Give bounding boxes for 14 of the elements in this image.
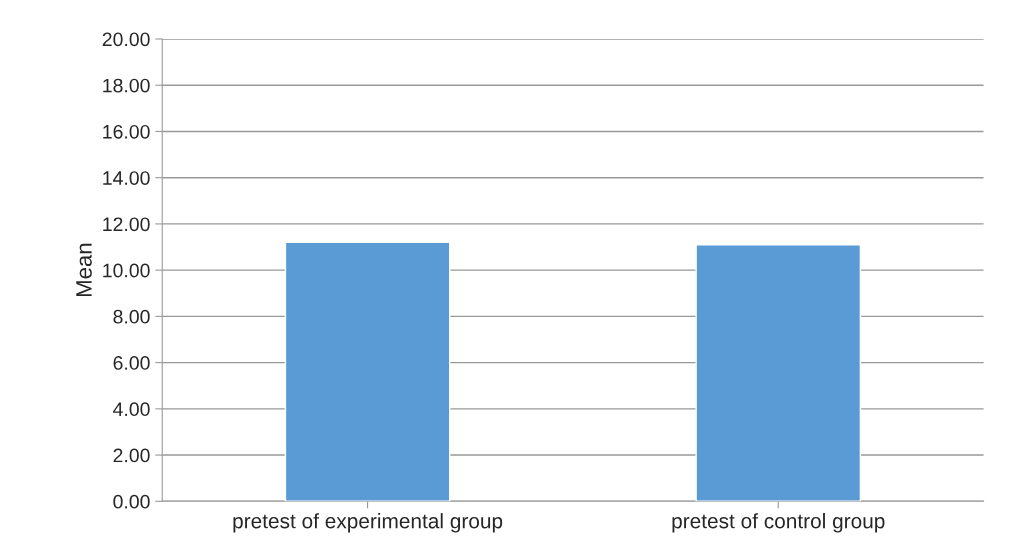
y-tick-label: 6.00 (113, 356, 150, 370)
y-tick-label: 12.00 (103, 217, 150, 232)
y-tick-label: 0.00 (113, 494, 150, 509)
y-tick-label: 16.00 (103, 124, 150, 139)
y-axis-title: Mean (76, 243, 92, 297)
y-tick-label: 14.00 (103, 171, 150, 185)
y-tick-label: 10.00 (103, 263, 150, 278)
x-tick-label: pretest of experimental group (233, 513, 503, 533)
y-tick-label: 20.00 (102, 32, 150, 47)
y-tick-label: 18.00 (103, 78, 150, 93)
x-tick-label: pretest of control group (672, 513, 885, 533)
y-tick-label: 4.00 (113, 402, 150, 417)
y-tick-label: 8.00 (113, 309, 150, 324)
y-tick-label: 2.00 (113, 448, 150, 463)
